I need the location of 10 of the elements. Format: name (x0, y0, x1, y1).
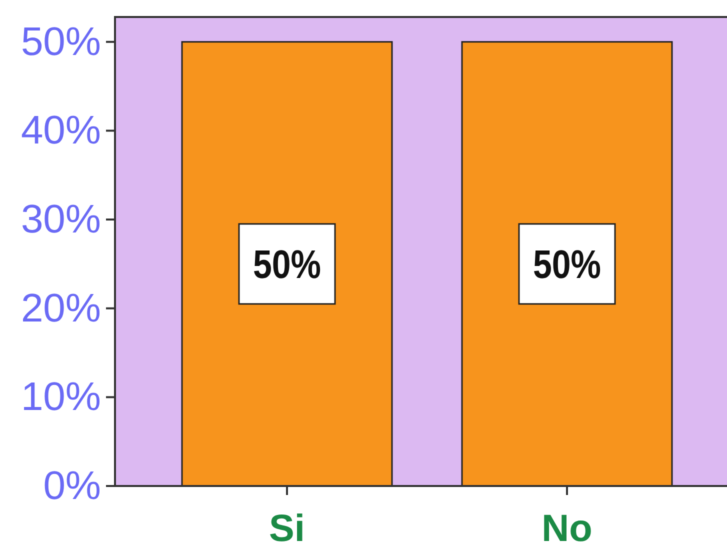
y-tick-label: 30% (20, 198, 101, 242)
data-label: 50% (252, 241, 322, 287)
data-label: 50% (532, 241, 602, 287)
y-tick-label: 20% (20, 286, 101, 330)
x-tick-label: Si (269, 508, 305, 550)
y-tick-label: 0% (43, 464, 101, 508)
y-tick-label: 10% (20, 375, 101, 420)
y-tick-label: 50% (20, 20, 101, 64)
x-tick-label: No (542, 508, 592, 550)
y-tick-label: 40% (20, 108, 101, 153)
